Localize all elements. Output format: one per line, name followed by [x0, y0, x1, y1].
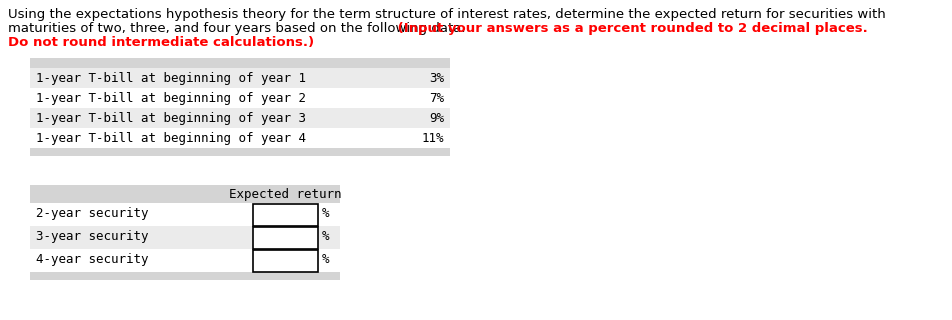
Text: maturities of two, three, and four years based on the following data.: maturities of two, three, and four years… [8, 22, 466, 35]
Text: 3-year security: 3-year security [36, 230, 149, 243]
Text: Expected return: Expected return [229, 188, 342, 201]
Text: 3%: 3% [429, 72, 444, 85]
Text: 1-year T-bill at beginning of year 4: 1-year T-bill at beginning of year 4 [36, 132, 306, 145]
Text: (Input your answers as a percent rounded to 2 decimal places.: (Input your answers as a percent rounded… [393, 22, 868, 35]
Text: 11%: 11% [422, 132, 444, 145]
Text: 2-year security: 2-year security [36, 207, 149, 220]
Text: 4-year security: 4-year security [36, 253, 149, 266]
Text: 1-year T-bill at beginning of year 3: 1-year T-bill at beginning of year 3 [36, 112, 306, 125]
Text: Do not round intermediate calculations.): Do not round intermediate calculations.) [8, 36, 314, 49]
Text: 7%: 7% [429, 92, 444, 105]
Text: 1-year T-bill at beginning of year 2: 1-year T-bill at beginning of year 2 [36, 92, 306, 105]
Text: %: % [322, 253, 329, 266]
Text: %: % [322, 207, 329, 220]
Text: Using the expectations hypothesis theory for the term structure of interest rate: Using the expectations hypothesis theory… [8, 8, 885, 21]
Text: 1-year T-bill at beginning of year 1: 1-year T-bill at beginning of year 1 [36, 72, 306, 85]
Text: %: % [322, 230, 329, 243]
Text: 9%: 9% [429, 112, 444, 125]
